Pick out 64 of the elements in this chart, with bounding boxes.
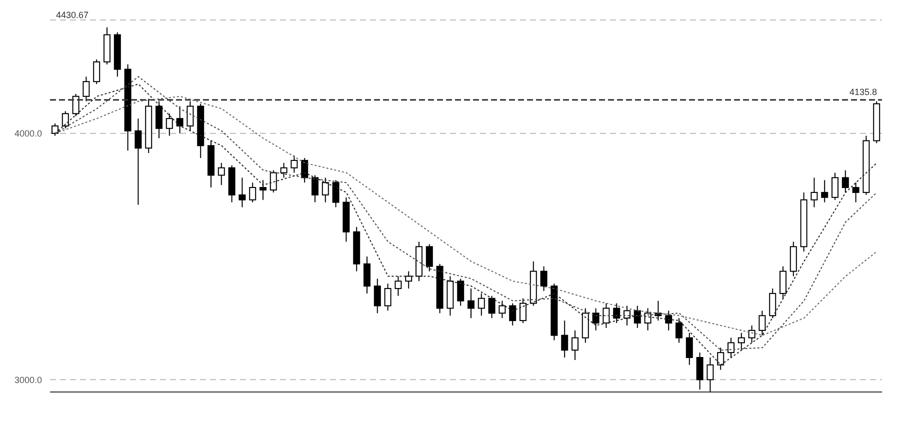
candlestick [218, 162, 225, 186]
ref-line-label: 4135.8 [849, 86, 877, 97]
candlestick [561, 320, 568, 358]
candlestick [176, 106, 184, 134]
candlestick [842, 170, 849, 193]
candlestick [478, 292, 485, 316]
y-tick-label: 3000.0 [14, 374, 42, 385]
candlestick [134, 118, 142, 206]
candlestick [374, 278, 381, 314]
candlestick [748, 324, 756, 344]
candlestick [457, 278, 464, 306]
candlestick [82, 76, 90, 102]
candlestick [624, 305, 630, 326]
candlestick [186, 100, 194, 132]
candlestick [717, 347, 724, 370]
candlestick [832, 172, 838, 200]
candlestick [62, 110, 69, 129]
candlestick [706, 357, 714, 392]
candlestick [686, 332, 693, 366]
y-tick-label: 4000.0 [14, 128, 42, 139]
candlestick [238, 177, 246, 208]
candlestick [384, 283, 392, 312]
candlestick [602, 302, 610, 328]
candlestick [290, 154, 298, 174]
candlestick [728, 337, 734, 358]
candlestick [394, 276, 402, 296]
candlestick [769, 288, 776, 319]
text: 4430.67 [56, 10, 89, 20]
candlestick [322, 177, 329, 203]
candlestick [780, 266, 786, 299]
candlestick [592, 308, 600, 331]
candlestick [156, 100, 162, 139]
candlestick [520, 298, 526, 324]
candlestick [312, 174, 318, 203]
candlestick [634, 305, 641, 328]
candlestick [488, 295, 496, 319]
candlestick [665, 310, 672, 331]
candlestick [810, 177, 818, 208]
candlestick [270, 170, 277, 193]
candlestick [613, 302, 620, 324]
candlestick [540, 266, 548, 292]
candlestick [738, 332, 745, 351]
candlestick [852, 182, 860, 203]
candlestick [644, 308, 652, 331]
candlestick [280, 162, 288, 178]
candlestick [364, 256, 370, 294]
candlestick [405, 270, 412, 290]
candlestick [509, 302, 516, 326]
candlestick [301, 157, 308, 184]
candlestick [572, 330, 578, 360]
candlestick [468, 288, 474, 319]
candlestick [332, 180, 340, 208]
candlestick [821, 180, 828, 203]
candlestick [166, 113, 173, 136]
candlestick [426, 244, 433, 272]
candlestick [93, 58, 100, 85]
candlestick [498, 300, 506, 319]
candlestick [696, 352, 704, 390]
candlestick [758, 310, 766, 336]
candlestick [52, 122, 58, 136]
candlestick [72, 93, 80, 117]
candlestick [676, 318, 682, 344]
candlestick [260, 180, 266, 200]
candlestick [249, 182, 256, 203]
